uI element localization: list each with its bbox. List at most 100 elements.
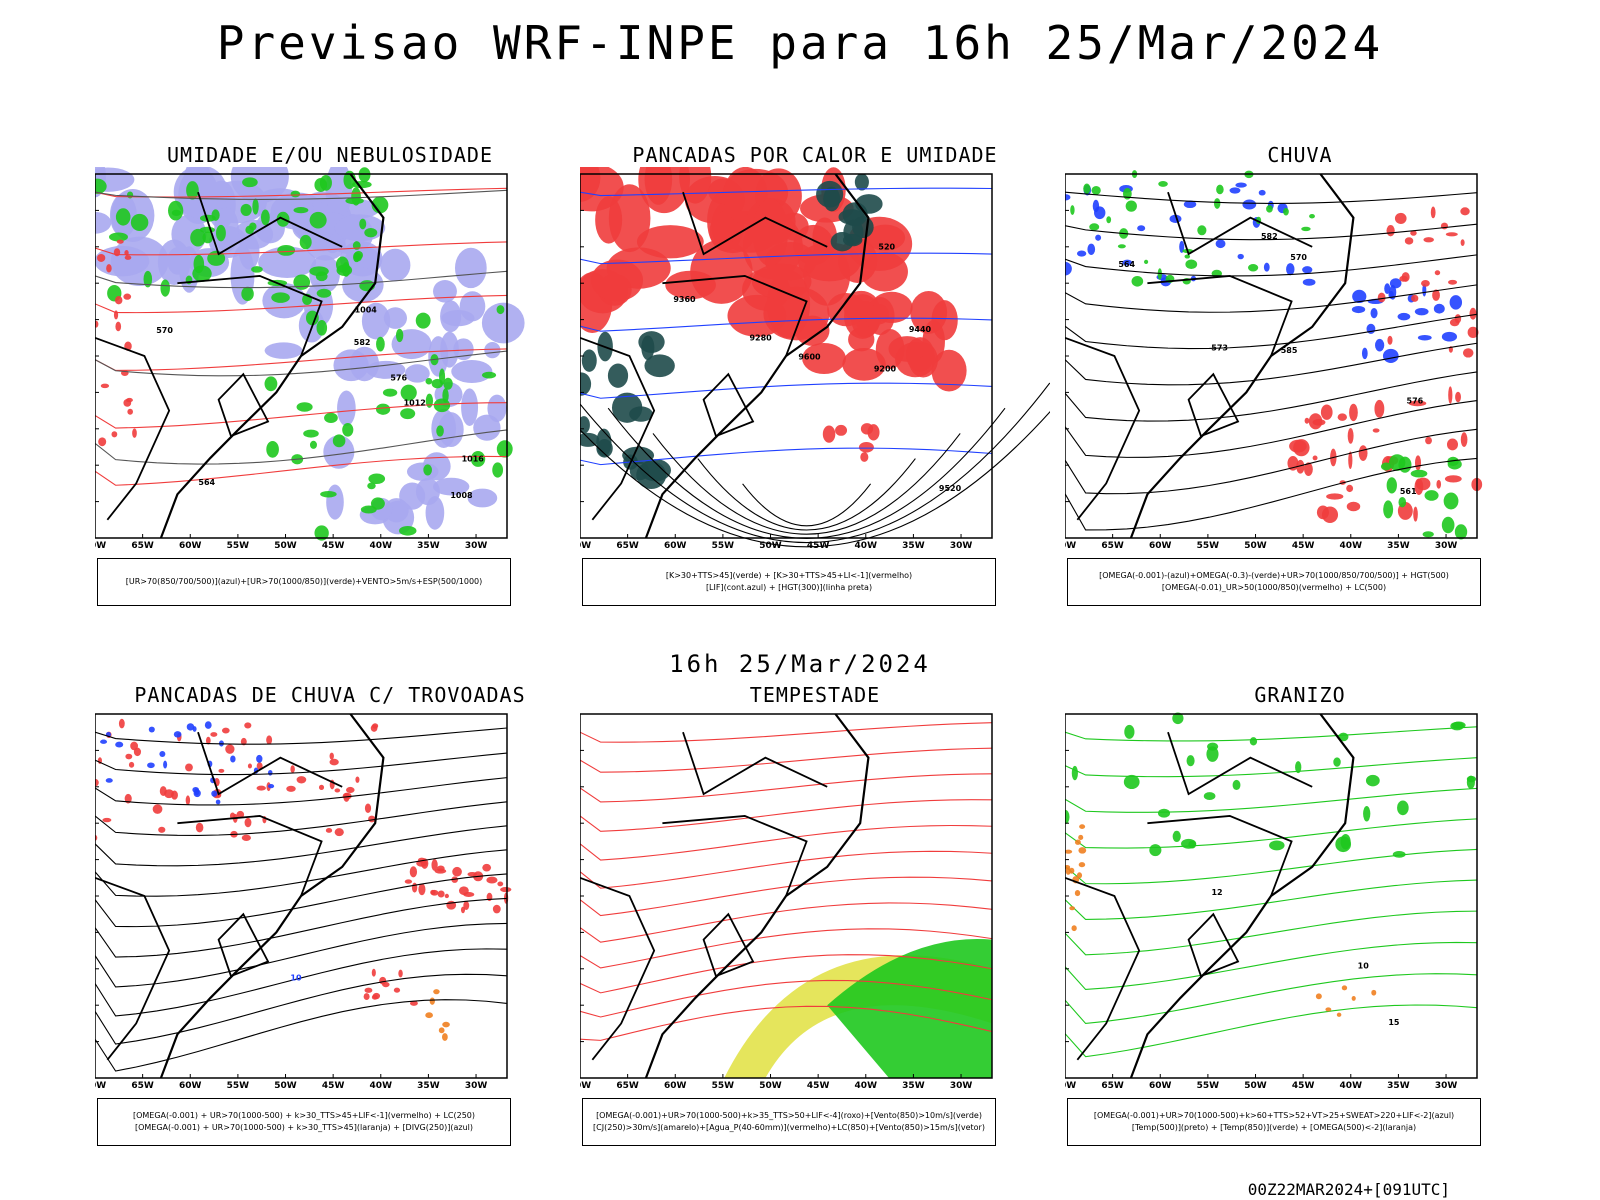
humidity-area-low: [264, 376, 278, 392]
rain-area-green: [1380, 462, 1392, 471]
divergence-area-blue: [105, 778, 113, 783]
humidity-area-high: [461, 388, 479, 426]
rain-area-green: [1443, 492, 1459, 510]
rain-area-red: [1337, 413, 1347, 421]
thickness-contour: [116, 239, 124, 244]
coastline: [159, 713, 385, 1079]
temp850-contour: [1338, 732, 1349, 742]
instability-area-red: [690, 239, 753, 304]
contour-label: 564: [1118, 260, 1135, 269]
country-border: [217, 912, 270, 978]
rain-area-red: [1434, 270, 1441, 276]
temp850-contour: [1392, 850, 1406, 858]
lon-tick-label: 70W: [1065, 541, 1076, 551]
contour-label: 582: [1261, 232, 1278, 241]
rain-area-red: [1430, 206, 1436, 219]
storm-area-red: [370, 724, 378, 732]
rain-area-blue: [1302, 278, 1316, 286]
streamline-250: [95, 849, 508, 897]
lon-tick-label: 40W: [1340, 541, 1363, 551]
lon-tick-label: 45W: [807, 541, 830, 551]
humidity-area-low: [309, 440, 317, 449]
temp850-contour: [1065, 848, 1478, 885]
rain-area-red: [1462, 348, 1474, 358]
thickness-contour: [95, 320, 99, 328]
instability-area-red: [812, 217, 838, 258]
rain-area-red: [1448, 279, 1458, 285]
country-border: [702, 912, 755, 978]
storm-area-red: [218, 768, 225, 773]
contour-label: 9360: [673, 295, 696, 304]
streamline-850: [580, 799, 993, 832]
humidity-area-low: [352, 180, 372, 189]
humidity-area-high: [173, 167, 228, 219]
rain-area-green: [1424, 490, 1439, 501]
storm-area-red: [221, 727, 230, 734]
instability-area-red: [860, 452, 869, 462]
storm-area-red: [152, 804, 163, 814]
humidity-area-low: [260, 209, 270, 226]
contour-label: 576: [1407, 396, 1424, 405]
instability-area-green: [641, 335, 655, 361]
rain-area-red: [1444, 475, 1462, 483]
storm-area-red: [158, 826, 166, 833]
country-border: [662, 275, 808, 357]
rain-area-red: [1346, 484, 1354, 493]
legend-line: [OMEGA(-0.001) + UR>70(1000-500) + k>30_…: [132, 1111, 476, 1120]
lon-tick-label: 40W: [370, 541, 393, 551]
map-chuva: 12S15S18S21S24S27S30S33S36S39S42S70W65W6…: [1065, 170, 1483, 551]
lon-tick-label: 40W: [1340, 1081, 1363, 1091]
instability-area-red: [638, 167, 690, 214]
map-trovoadas: 12S15S18S21S24S27S30S33S36S39S42S70W65W6…: [95, 713, 512, 1091]
lon-tick-label: 65W: [616, 541, 639, 551]
instability-area-red: [835, 424, 848, 436]
lon-tick-label: 60W: [664, 1081, 687, 1091]
country-border: [95, 876, 171, 1061]
storm-area-red: [500, 887, 512, 893]
rain-area-blue: [1137, 225, 1146, 232]
instability-area-red: [679, 167, 712, 204]
humidity-area-high: [454, 247, 487, 289]
storm-area-red: [431, 859, 438, 871]
storm-area-red: [118, 718, 125, 729]
lon-tick-label: 60W: [1149, 1081, 1172, 1091]
humidity-area-high: [326, 484, 344, 520]
humidity-area-low: [109, 232, 128, 242]
streamline-850: [580, 824, 993, 861]
panel-umidade: UMIDADE E/OU NEBULOSIDADE 12S15S18S21S24…: [95, 143, 565, 623]
rain-area-blue: [1352, 289, 1367, 304]
lon-tick-label: 50W: [759, 541, 782, 551]
humidity-area-low: [481, 371, 497, 379]
rain-area-red: [1304, 462, 1313, 477]
rain-area-green: [1383, 500, 1394, 519]
rain-area-green: [1386, 477, 1397, 494]
thickness-contour: [95, 402, 508, 429]
pressure-contour: [95, 350, 508, 377]
streamline-850: [580, 722, 993, 743]
temp850-contour: [1065, 879, 1478, 920]
rain-area-red: [1469, 307, 1477, 320]
rain-area-green: [1216, 184, 1224, 195]
streamline-850: [580, 747, 993, 773]
map-pancadas-calor: 12S15S18S21S24S27S30S33S36S39S42S70W65W6…: [580, 167, 1050, 551]
country-border: [177, 275, 323, 357]
lon-tick-label: 35W: [417, 1081, 440, 1091]
storm-area-red: [334, 788, 341, 793]
lon-tick-label: 30W: [950, 541, 973, 551]
humidity-area-high: [484, 342, 501, 359]
rain-area-blue: [1258, 189, 1266, 196]
rain-area-red: [1414, 455, 1422, 471]
humidity-area-low: [271, 292, 290, 303]
humidity-area-high: [451, 360, 493, 383]
rain-area-blue: [1263, 262, 1270, 272]
humidity-area-high: [459, 291, 486, 322]
plot-frame: [580, 713, 993, 1079]
humidity-area-low: [309, 266, 329, 277]
instability-area-green: [854, 173, 869, 191]
country-border: [662, 815, 808, 897]
divergence-area-blue: [204, 721, 212, 729]
humidity-area-low: [436, 425, 444, 437]
rain-area-green: [1131, 275, 1144, 287]
divergence-area-blue: [267, 769, 273, 776]
storm-area-orange: [442, 1021, 450, 1028]
